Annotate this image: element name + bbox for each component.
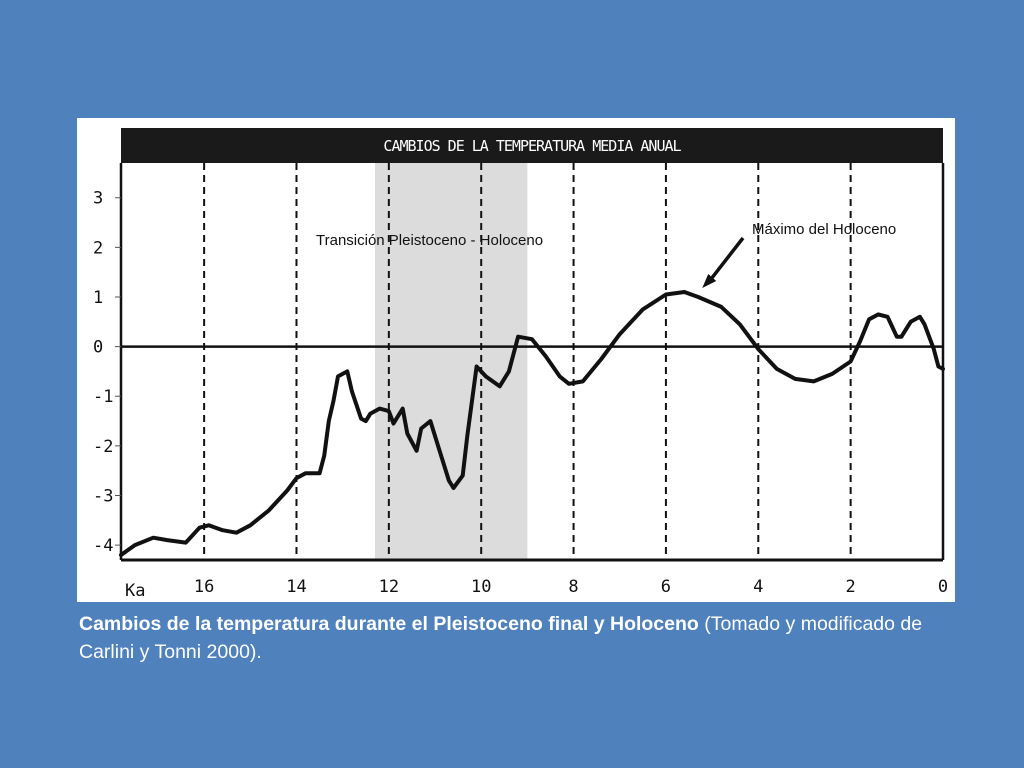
title-band xyxy=(121,128,943,163)
chart-title: CAMBIOS DE LA TEMPERATURA MEDIA ANUAL xyxy=(383,137,681,155)
y-tick-label: -2 xyxy=(93,437,113,457)
x-tick-label: 6 xyxy=(661,577,671,597)
x-tick-label: 16 xyxy=(194,577,214,597)
x-tick-label: 12 xyxy=(379,577,399,597)
annotation-arrow-shaft xyxy=(708,236,745,282)
annotation-arrow-head xyxy=(702,274,717,289)
figure-caption: Cambios de la temperatura durante el Ple… xyxy=(79,610,969,666)
y-tick-label: 3 xyxy=(93,189,103,209)
holocene-max-label: Máximo del Holoceno xyxy=(752,221,896,238)
x-tick-label: 0 xyxy=(938,577,948,597)
y-tick-label: -4 xyxy=(93,536,113,556)
transition-label: Transición Pleistoceno - Holoceno xyxy=(316,232,543,249)
temperature-chart: CAMBIOS DE LA TEMPERATURA MEDIA ANUAL 3 2 1… xyxy=(93,128,948,601)
y-tick-label: 2 xyxy=(93,238,103,258)
x-tick-label: 4 xyxy=(753,577,763,597)
x-tick-label: 10 xyxy=(471,577,491,597)
temperature-series-line xyxy=(119,290,945,557)
y-tick-label: 1 xyxy=(93,288,103,308)
transition-shaded-region xyxy=(374,163,528,560)
y-tick-label: 0 xyxy=(93,338,103,358)
x-tick-label: 2 xyxy=(846,577,856,597)
caption-bold-text: Cambios de la temperatura durante el Ple… xyxy=(79,613,699,635)
x-tick-label: 8 xyxy=(568,577,578,597)
caption-source-text: (Tomado y modificado de Carlini y Tonni … xyxy=(79,613,923,663)
y-tick-label: -1 xyxy=(93,387,113,407)
x-tick-label: 14 xyxy=(286,577,306,597)
y-tick-label: -3 xyxy=(93,486,113,506)
x-unit-label: Ka xyxy=(125,581,145,601)
figure-frame: CAMBIOS DE LA TEMPERATURA MEDIA ANUAL 3 2 1… xyxy=(77,118,955,602)
